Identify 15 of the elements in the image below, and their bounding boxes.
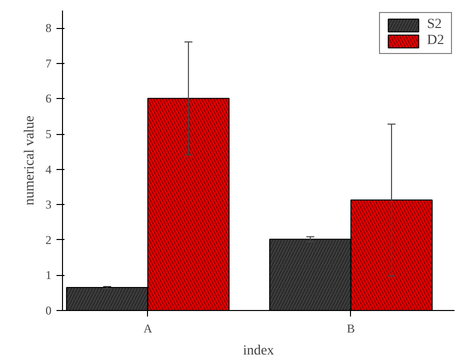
y-tick-label: 4 [46,162,52,176]
y-tick-label: 8 [46,21,52,36]
x-tick-label: A [143,322,152,336]
legend-label: D2 [427,33,446,49]
y-tick-label: 6 [46,92,52,106]
legend-label: S2 [427,17,443,33]
x-axis-title: index [242,344,274,358]
y-tick-label: 7 [46,56,52,70]
y-tick-label: 5 [46,127,52,142]
y-tick-label: 3 [46,198,52,212]
y-tick-label: 0 [46,304,52,318]
y-axis-title: numerical value [22,116,38,206]
x-tick-label: B [346,322,355,336]
y-tick-label: 2 [46,232,52,247]
y-tick-label: 1 [46,268,52,282]
